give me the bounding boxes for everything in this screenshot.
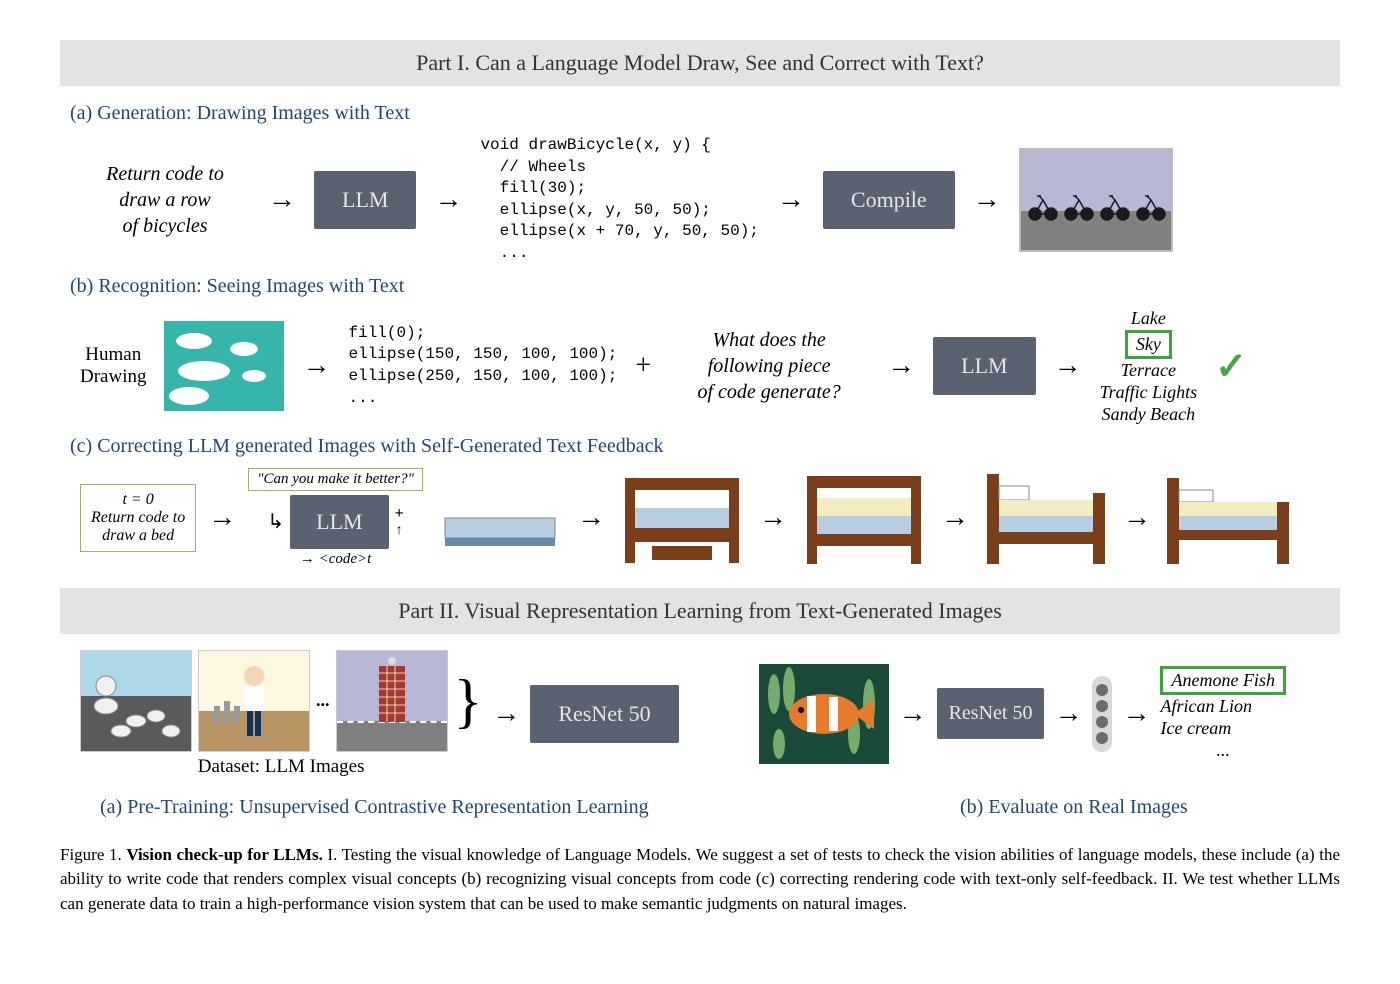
resnet-block: ResNet 50 — [530, 685, 678, 743]
arrow-icon: → — [302, 350, 330, 382]
bicycle-row-icon — [1021, 182, 1171, 222]
answer-option: Lake — [1131, 308, 1166, 329]
loop-arrow-up-icon: ↑ — [396, 523, 403, 539]
part1a-row: Return code to draw a row of bicycles → … — [80, 135, 1340, 265]
generation-prompt: Return code to draw a row of bicycles — [80, 161, 250, 239]
bed-iteration-5 — [1163, 468, 1293, 568]
loop-arrow-icon: ↳ — [267, 509, 284, 534]
figure-label: Figure 1. — [60, 845, 122, 864]
part2-row: ... } Dataset: LLM Images → ResNet 50 → … — [80, 650, 1340, 778]
prediction-option: Ice cream — [1160, 718, 1231, 739]
recognition-question: What does the following piece of code ge… — [669, 327, 869, 405]
code-output-label: <code>t — [319, 551, 372, 567]
part1c-row: t = 0 Return code to draw a bed → "Can y… — [80, 468, 1340, 568]
dataset-label: Dataset: LLM Images — [198, 756, 365, 778]
clownfish-image — [759, 664, 889, 764]
answer-list: Lake Sky Terrace Traffic Lights Sandy Be… — [1100, 308, 1198, 425]
arrow-icon: → — [1054, 698, 1082, 730]
bed-iteration-2 — [617, 468, 747, 568]
answer-option: Traffic Lights — [1100, 382, 1198, 403]
llm-feedback-loop: "Can you make it better?" ↳ LLM + ↑ → <c… — [248, 468, 423, 568]
clouds-icon — [164, 321, 284, 411]
answer-option: Sandy Beach — [1102, 404, 1195, 425]
recognition-code: fill(0); ellipse(150, 150, 100, 100); el… — [348, 323, 617, 409]
feedback-text: "Can you make it better?" — [248, 468, 423, 491]
ellipsis-icon: ... — [1216, 740, 1230, 761]
bed-iteration-3 — [799, 468, 929, 568]
arrow-icon: → — [1054, 350, 1082, 382]
part1a-heading: (a) Generation: Drawing Images with Text — [70, 102, 1340, 125]
answer-option: Terrace — [1121, 360, 1176, 381]
part2b-heading: (b) Evaluate on Real Images — [960, 796, 1340, 819]
arrow-icon: → — [973, 184, 1001, 216]
arrow-icon: → — [208, 502, 236, 534]
llm-block: LLM — [933, 337, 1035, 395]
bed-iteration-1 — [435, 468, 565, 568]
part1-banner: Part I. Can a Language Model Draw, See a… — [60, 40, 1340, 86]
arrow-icon: → — [899, 698, 927, 730]
human-drawing-label: Human Drawing — [80, 344, 146, 388]
part1b-row: Human Drawing → fill(0); ellipse(150, 15… — [80, 308, 1340, 425]
arrow-icon: → — [1123, 502, 1151, 534]
bicycle-output-tile — [1019, 148, 1173, 252]
check-icon: ✓ — [1215, 344, 1247, 389]
prediction-correct: Anemone Fish — [1160, 666, 1285, 695]
part1c-heading: (c) Correcting LLM generated Images with… — [70, 435, 1340, 458]
dataset-thumb-2 — [198, 650, 310, 752]
bed-iteration-4 — [981, 468, 1111, 568]
compile-block: Compile — [823, 171, 955, 229]
ellipsis-icon: ... — [316, 690, 330, 711]
figure-title: Vision check-up for LLMs. — [126, 845, 323, 864]
plus-icon: + — [395, 505, 404, 523]
arrow-icon: → — [1122, 698, 1150, 730]
arrow-icon: → — [577, 502, 605, 534]
seed-prompt-box: t = 0 Return code to draw a bed — [80, 484, 196, 552]
dataset-thumb-1 — [80, 650, 192, 752]
arrow-icon: → — [268, 184, 296, 216]
prediction-list: Anemone Fish African Lion Ice cream ... — [1160, 666, 1285, 761]
llm-block: LLM — [314, 171, 416, 229]
feature-vector-icon — [1092, 676, 1112, 752]
resnet-block: ResNet 50 — [937, 688, 1045, 739]
part1b-heading: (b) Recognition: Seeing Images with Text — [70, 275, 1340, 298]
brace-icon: } — [454, 686, 483, 716]
generation-code: void drawBicycle(x, y) { // Wheels fill(… — [480, 135, 758, 265]
prediction-option: African Lion — [1160, 696, 1252, 717]
llm-block: LLM — [290, 495, 388, 549]
arrow-icon: → — [941, 502, 969, 534]
arrow-icon: → — [434, 184, 462, 216]
figure-caption: Figure 1. Vision check-up for LLMs. I. T… — [60, 843, 1340, 917]
answer-correct: Sky — [1125, 330, 1172, 359]
plus-icon: + — [635, 350, 651, 382]
arrow-icon: → — [759, 502, 787, 534]
part2-banner: Part II. Visual Representation Learning … — [60, 588, 1340, 634]
arrow-icon: → — [777, 184, 805, 216]
arrow-icon: → — [887, 350, 915, 382]
dataset-thumb-3 — [336, 650, 448, 752]
arrow-icon: → — [492, 698, 520, 730]
part2a-heading: (a) Pre-Training: Unsupervised Contrasti… — [100, 796, 950, 819]
sky-drawing-tile — [164, 321, 284, 411]
